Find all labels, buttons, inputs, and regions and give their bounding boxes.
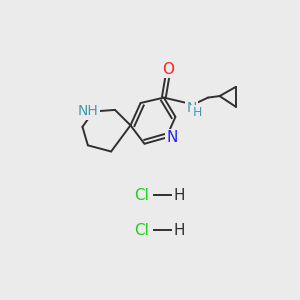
- Text: Cl: Cl: [134, 223, 149, 238]
- Text: Cl: Cl: [134, 188, 149, 203]
- Text: H: H: [193, 106, 202, 119]
- Text: H: H: [174, 223, 185, 238]
- Text: NH: NH: [77, 104, 98, 118]
- Text: N: N: [167, 130, 178, 145]
- Text: O: O: [162, 61, 174, 76]
- Text: N: N: [187, 101, 197, 116]
- Text: H: H: [174, 188, 185, 203]
